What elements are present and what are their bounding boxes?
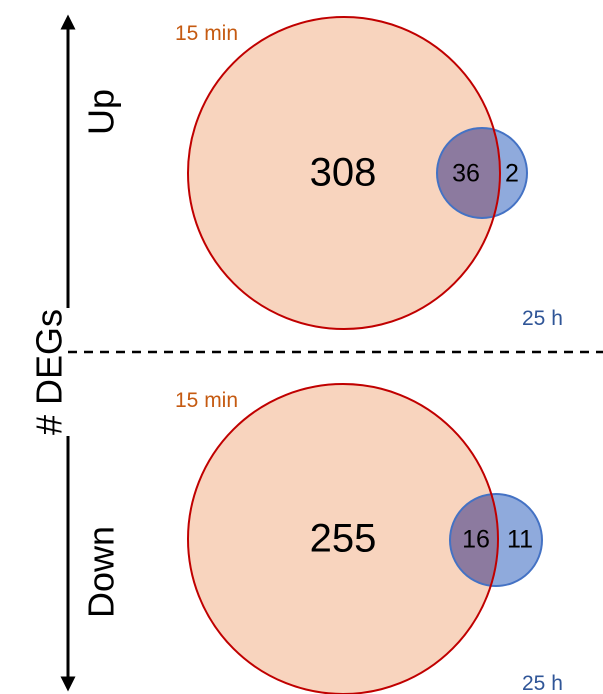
- venn-outline-15min-up: [187, 16, 501, 330]
- panel-down: Down 15 min 25 h 255 16 11: [81, 383, 563, 694]
- count-only-15min-up: 308: [310, 151, 377, 195]
- venn-outline-15min-down: [187, 383, 499, 694]
- set-a-label-up: 15 min: [175, 22, 238, 45]
- direction-label-down: Down: [81, 526, 122, 618]
- count-overlap-up: 36: [452, 160, 480, 188]
- panel-up: Up 15 min 25 h 308 36 2: [81, 16, 563, 330]
- direction-label-up: Up: [81, 89, 122, 135]
- set-b-label-down: 25 h: [522, 672, 563, 694]
- venn-outline-25h-down: [449, 493, 543, 587]
- venn-circle-15min-down: [188, 384, 498, 694]
- set-b-label-up: 25 h: [522, 307, 563, 330]
- count-overlap-down: 16: [462, 526, 490, 554]
- set-a-label-down: 15 min: [175, 389, 238, 412]
- venn-overlap-up: [437, 128, 500, 218]
- venn-outline-25h-up: [436, 127, 528, 219]
- count-only-25h-up: 2: [505, 160, 519, 188]
- axis-label: # DEGs: [29, 309, 70, 435]
- venn-circle-15min-up: [188, 17, 500, 329]
- count-only-15min-down: 255: [310, 517, 377, 561]
- venn-overlap-down: [450, 494, 498, 586]
- axis-label-background: [50, 308, 86, 436]
- count-only-25h-down: 11: [507, 526, 533, 554]
